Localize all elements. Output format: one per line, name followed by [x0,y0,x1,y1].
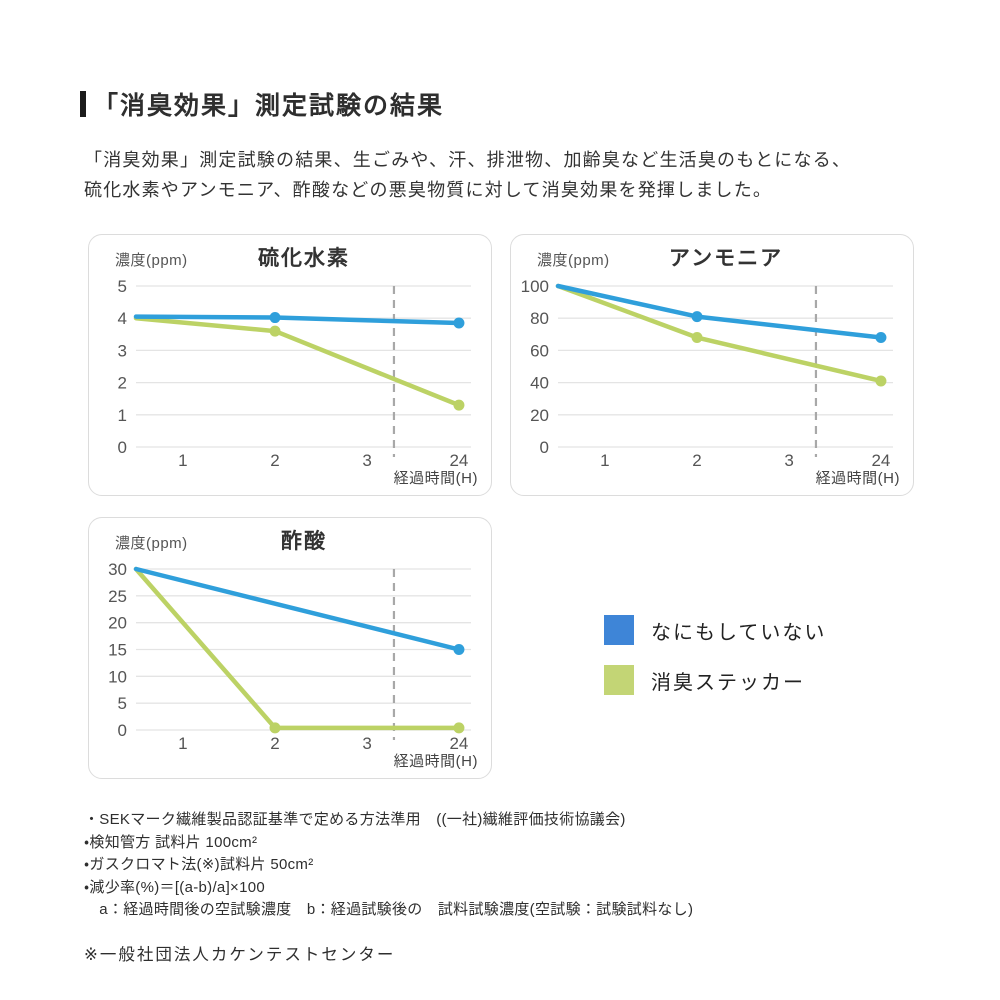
y-axis-label: 濃度(ppm) [537,252,610,269]
chart-title: 酢酸 [281,530,327,553]
chart-canvas-acetic-acid: 30 25 20 15 10 5 0 1 2 3 24 [108,560,471,753]
chart-title: アンモニア [668,247,784,270]
chart-ammonia: 100 80 60 40 20 0 1 2 3 24 濃度(ppm) アンモニア 経過時間(H) [510,234,914,496]
svg-text:2: 2 [270,451,279,470]
intro-line-1: 「消臭効果」測定試験の結果、生ごみや、汗、排泄物、加齢臭など生活臭のもとになる、 [84,150,852,170]
x-axis-label: 経過時間(H) [393,470,478,487]
svg-text:1: 1 [178,451,187,470]
svg-text:24: 24 [449,734,468,753]
intro-text: 「消臭効果」測定試験の結果、生ごみや、汗、排泄物、加齢臭など生活臭のもとになる、… [84,145,851,205]
footnote-line: ・減少率(%)＝[(a-b)/a]×100 [84,878,266,896]
svg-text:24: 24 [449,451,468,470]
svg-text:15: 15 [108,641,127,660]
footnote-line: ・ガスクロマト法(※)試料片 50cm² [84,856,314,873]
svg-text:60: 60 [530,341,549,360]
y-axis-label: 濃度(ppm) [115,535,188,552]
svg-text:1: 1 [600,451,609,470]
svg-text:0: 0 [540,438,549,457]
svg-text:20: 20 [108,614,127,633]
svg-text:1: 1 [118,406,127,425]
legend-label: 消臭ステッカー [651,671,805,694]
svg-text:0: 0 [118,721,127,740]
svg-text:24: 24 [871,451,890,470]
svg-text:20: 20 [530,406,549,425]
chart-canvas-ammonia: 100 80 60 40 20 0 1 2 3 24 [521,277,893,470]
svg-text:10: 10 [108,667,127,686]
legend: なにもしていない 消臭ステッカー [604,615,826,715]
legend-label: なにもしていない [651,621,827,644]
footnote-line: ・SEKマーク繊維製品認証基準で定める方法準用 ((一社)繊維評価技術協議会) [84,811,626,828]
chart-hydrogen-sulfide: 5 4 3 2 1 0 1 2 3 24 濃度(ppm) 硫化水素 経過時間(H) [88,234,492,496]
footnotes: ・SEKマーク繊維製品認証基準で定める方法準用 ((一社)繊維評価技術協議会) … [84,809,693,922]
svg-text:1: 1 [178,734,187,753]
intro-line-2: 硫化水素やアンモニア、酢酸などの悪臭物質に対して消臭効果を発揮しました。 [84,180,773,200]
svg-text:3: 3 [118,341,127,360]
svg-text:3: 3 [362,734,371,753]
legend-swatch-green [604,665,634,695]
svg-text:3: 3 [362,451,371,470]
svg-text:2: 2 [692,451,701,470]
chart-canvas-hydrogen-sulfide: 5 4 3 2 1 0 1 2 3 24 [118,277,471,470]
svg-text:3: 3 [784,451,793,470]
legend-item-deodorant-sticker: 消臭ステッカー [604,665,826,695]
footnote-line: a：経過時間後の空試験濃度 b：経過試験後の 試料試験濃度(空試験：試験試料なし… [84,901,694,918]
page-header: 「消臭効果」測定試験の結果 [80,86,444,122]
svg-text:0: 0 [118,438,127,457]
legend-item-no-treatment: なにもしていない [604,615,826,645]
svg-text:25: 25 [108,587,127,606]
x-axis-label: 経過時間(H) [393,753,478,770]
legend-swatch-blue [604,615,634,645]
svg-text:40: 40 [530,374,549,393]
svg-text:30: 30 [108,560,127,579]
y-axis-label: 濃度(ppm) [115,252,188,269]
svg-text:2: 2 [270,734,279,753]
svg-text:4: 4 [118,309,127,328]
svg-text:5: 5 [118,277,127,296]
x-axis-label: 経過時間(H) [815,470,900,487]
asterisk-note: ※一般社団法人カケンテストセンター [84,946,396,964]
chart-title: 硫化水素 [258,247,350,270]
svg-text:100: 100 [521,277,549,296]
chart-acetic-acid: 30 25 20 15 10 5 0 1 2 3 24 濃度(ppm) 酢酸 経過時間(H) [88,517,492,779]
svg-text:5: 5 [118,694,127,713]
page-title: 「消臭効果」測定試験の結果 [93,92,445,120]
svg-text:2: 2 [118,374,127,393]
footnote-line: ・検知管方 試料片 100cm² [84,833,258,851]
svg-text:80: 80 [530,309,549,328]
title-accent-bar [80,91,86,117]
